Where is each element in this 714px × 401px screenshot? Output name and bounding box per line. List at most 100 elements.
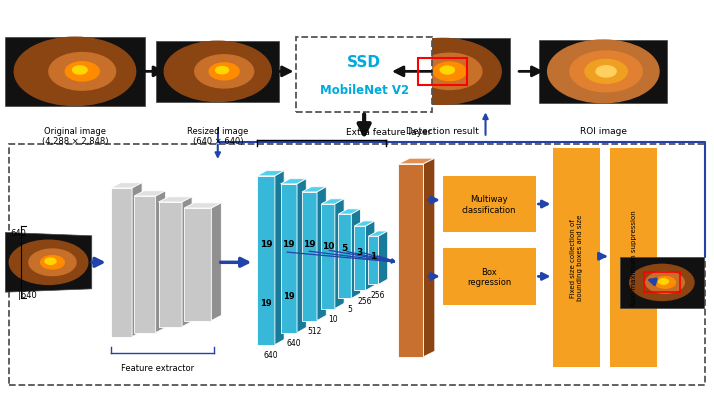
FancyBboxPatch shape <box>5 38 145 106</box>
Circle shape <box>65 63 99 82</box>
Polygon shape <box>159 197 192 203</box>
Polygon shape <box>354 227 366 291</box>
Text: 3: 3 <box>357 248 363 257</box>
Polygon shape <box>302 192 317 321</box>
Text: Multiway
classification: Multiway classification <box>462 195 516 214</box>
Polygon shape <box>159 203 182 327</box>
Text: Box
regression: Box regression <box>467 267 511 286</box>
Polygon shape <box>111 183 142 188</box>
Circle shape <box>41 256 64 269</box>
Polygon shape <box>134 191 166 196</box>
FancyBboxPatch shape <box>443 176 536 233</box>
Text: Detection result: Detection result <box>406 126 479 135</box>
Polygon shape <box>281 184 297 333</box>
FancyBboxPatch shape <box>610 148 657 367</box>
Polygon shape <box>378 231 388 285</box>
Polygon shape <box>368 237 378 285</box>
Text: Non-maximum suppression: Non-maximum suppression <box>630 210 637 306</box>
Polygon shape <box>184 209 211 321</box>
Circle shape <box>209 64 239 81</box>
Circle shape <box>570 52 643 93</box>
Polygon shape <box>317 187 326 321</box>
Text: Extra feature layer: Extra feature layer <box>346 128 432 137</box>
Text: 19: 19 <box>260 239 272 248</box>
Circle shape <box>164 42 271 102</box>
Text: 640: 640 <box>286 338 301 347</box>
Text: 5: 5 <box>342 244 348 253</box>
Text: 512: 512 <box>307 326 321 335</box>
Polygon shape <box>281 179 306 184</box>
FancyBboxPatch shape <box>9 144 705 385</box>
Text: 256: 256 <box>357 296 372 305</box>
Text: SSD: SSD <box>347 55 381 70</box>
Polygon shape <box>182 197 192 327</box>
Polygon shape <box>354 221 375 227</box>
Polygon shape <box>368 231 388 237</box>
FancyBboxPatch shape <box>620 257 704 308</box>
Polygon shape <box>398 164 423 357</box>
Text: 19: 19 <box>260 298 272 307</box>
FancyBboxPatch shape <box>156 42 279 102</box>
FancyBboxPatch shape <box>443 249 536 305</box>
Polygon shape <box>6 233 91 292</box>
Text: 19: 19 <box>283 291 295 300</box>
Circle shape <box>49 53 116 91</box>
Polygon shape <box>297 179 306 333</box>
Polygon shape <box>257 176 275 345</box>
Polygon shape <box>338 209 361 215</box>
Polygon shape <box>423 159 435 357</box>
Text: |640: |640 <box>18 290 36 299</box>
Circle shape <box>585 60 628 84</box>
Circle shape <box>9 241 88 285</box>
FancyBboxPatch shape <box>539 41 668 103</box>
Circle shape <box>645 272 684 294</box>
Circle shape <box>195 56 253 89</box>
Circle shape <box>45 259 56 265</box>
Polygon shape <box>366 221 375 291</box>
Circle shape <box>655 277 675 288</box>
Polygon shape <box>302 187 326 192</box>
Bar <box>418 59 467 86</box>
Circle shape <box>441 67 454 75</box>
Circle shape <box>630 265 694 301</box>
Polygon shape <box>321 205 335 309</box>
Text: Resized image
(640 × 640): Resized image (640 × 640) <box>187 126 248 146</box>
FancyBboxPatch shape <box>296 38 432 112</box>
Text: 5: 5 <box>347 304 352 313</box>
Circle shape <box>596 67 616 78</box>
Text: 1: 1 <box>371 251 376 260</box>
Text: Original image
(4,288 × 2,848): Original image (4,288 × 2,848) <box>41 126 109 146</box>
Text: 256: 256 <box>371 290 386 299</box>
Polygon shape <box>275 171 284 345</box>
Polygon shape <box>335 199 344 309</box>
Circle shape <box>418 54 482 90</box>
Polygon shape <box>134 196 156 333</box>
Circle shape <box>548 41 659 103</box>
Text: 10: 10 <box>328 314 338 323</box>
Text: 640: 640 <box>11 228 26 237</box>
FancyBboxPatch shape <box>553 148 600 367</box>
Text: 19: 19 <box>283 239 295 248</box>
Text: 10: 10 <box>322 242 334 251</box>
Circle shape <box>659 279 668 285</box>
Polygon shape <box>156 191 166 333</box>
Polygon shape <box>211 203 221 321</box>
FancyBboxPatch shape <box>376 39 510 105</box>
Text: 640: 640 <box>263 350 278 359</box>
Circle shape <box>216 67 228 75</box>
Circle shape <box>384 39 501 105</box>
Polygon shape <box>321 199 344 205</box>
Circle shape <box>29 249 76 276</box>
Polygon shape <box>351 209 361 299</box>
Text: Fixed size collection of
bounding boxes and size: Fixed size collection of bounding boxes … <box>570 215 583 301</box>
Text: Feature extractor: Feature extractor <box>121 363 193 372</box>
Polygon shape <box>257 171 284 176</box>
Text: 19: 19 <box>303 239 316 248</box>
Circle shape <box>73 67 87 75</box>
Polygon shape <box>184 203 221 209</box>
Polygon shape <box>338 215 351 299</box>
Circle shape <box>433 63 466 81</box>
Polygon shape <box>398 159 435 164</box>
Bar <box>644 273 680 293</box>
Polygon shape <box>111 188 132 337</box>
